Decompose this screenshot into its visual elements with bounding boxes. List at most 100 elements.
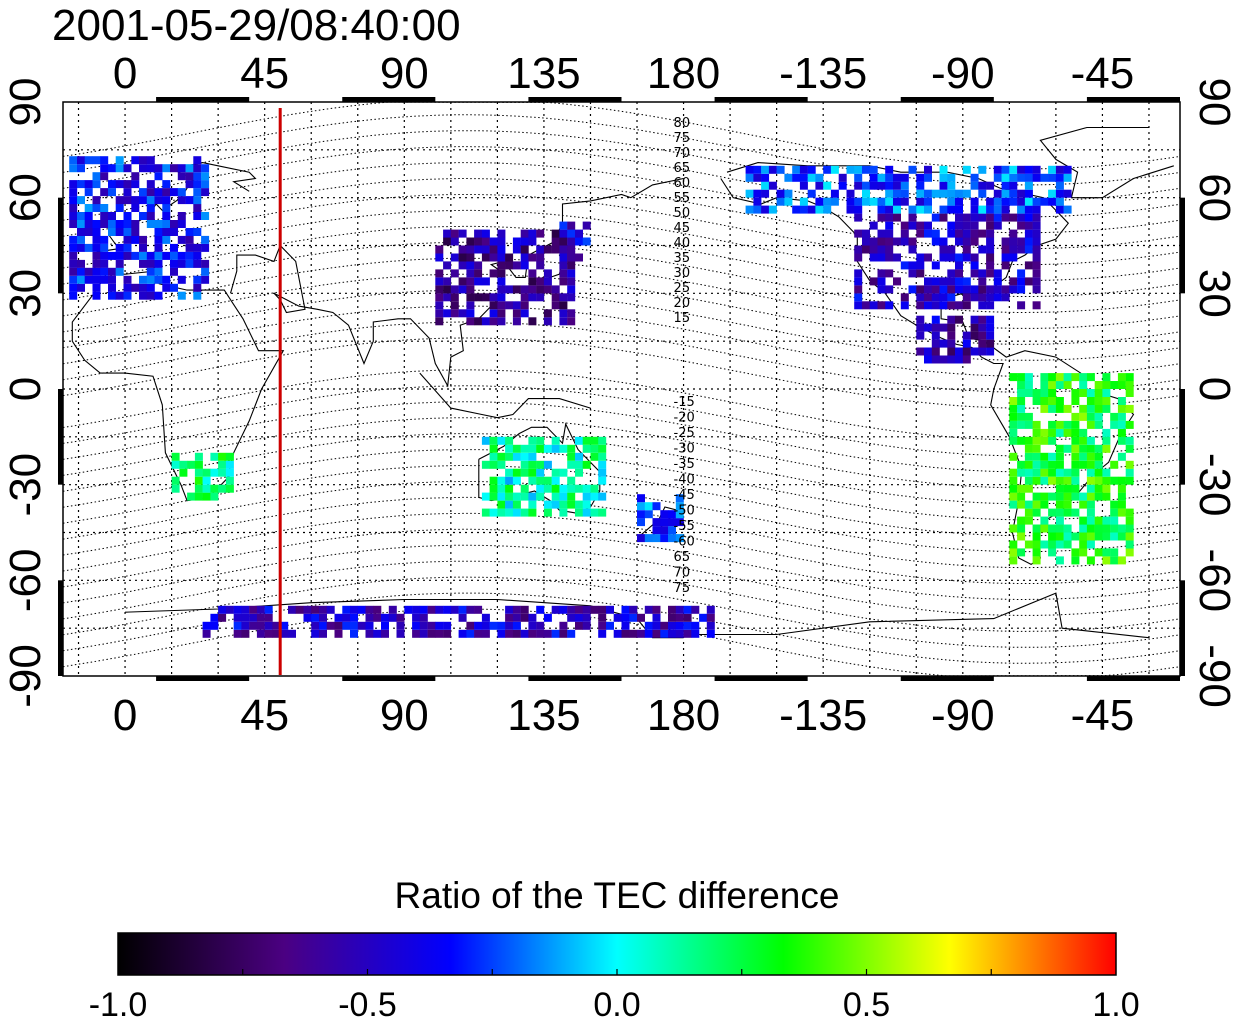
tec-cell: [1094, 404, 1103, 413]
contour-label: -50: [674, 504, 695, 519]
contour-line: [63, 305, 1180, 377]
tec-cell: [823, 205, 832, 214]
tec-cell: [986, 331, 995, 340]
tec-cell: [1110, 548, 1119, 557]
tec-cell: [885, 173, 894, 182]
tec-cell: [1048, 428, 1057, 437]
tec-cell: [543, 629, 552, 638]
tec-cell: [862, 197, 870, 206]
tec-cell: [466, 245, 475, 254]
tec-cell: [218, 452, 227, 461]
tec-cell: [1071, 397, 1080, 405]
tec-cell: [1017, 524, 1026, 533]
tec-cell: [543, 245, 552, 254]
tec-cell: [1079, 460, 1088, 469]
tec-cell: [970, 205, 979, 214]
tec-cell: [1071, 452, 1080, 461]
tec-cell: [582, 492, 591, 501]
tec-cell: [481, 245, 490, 254]
tec-cell: [939, 213, 948, 222]
tec-cell: [412, 621, 421, 630]
tec-cell: [978, 315, 987, 324]
tec-cell: [962, 355, 971, 364]
tec-cell: [233, 629, 242, 638]
tec-cell: [1063, 189, 1072, 198]
tec-cell: [1040, 500, 1049, 509]
tec-cell: [520, 285, 529, 294]
tec-cell: [962, 301, 971, 310]
contour-label: 25: [674, 281, 691, 296]
tec-cell: [575, 468, 583, 477]
tec-cell: [69, 188, 78, 197]
tec-cell: [637, 510, 645, 519]
tec-cell: [978, 277, 987, 286]
tec-cell: [862, 189, 870, 198]
tec-cell: [505, 476, 514, 485]
frame-bar: [1180, 580, 1185, 676]
tec-cell: [575, 452, 583, 461]
tec-cell: [1055, 468, 1064, 477]
tec-cell: [187, 492, 196, 501]
tec-cell: [520, 492, 529, 501]
tec-cell: [1125, 540, 1134, 549]
tec-cell: [474, 605, 483, 614]
tec-cell: [753, 197, 762, 206]
tec-cell: [955, 229, 963, 238]
tec-cell: [970, 197, 979, 206]
tec-cell: [846, 205, 855, 214]
tec-cell: [505, 613, 514, 622]
tec-cell: [986, 269, 995, 278]
tec-cell: [1040, 404, 1049, 413]
tec-cell: [652, 526, 661, 535]
tec-cell: [1001, 285, 1010, 294]
tec-cell: [644, 534, 653, 543]
tec-cell: [481, 277, 490, 286]
tec-cell: [1125, 476, 1134, 485]
tec-cell: [1086, 460, 1095, 469]
tec-cell: [77, 220, 85, 228]
tec-cell: [993, 189, 1002, 198]
tec-cell: [193, 196, 202, 205]
tec-cell: [978, 213, 987, 222]
tec-cell: [582, 508, 591, 517]
tec-cell: [559, 629, 568, 638]
frame-bar: [900, 676, 994, 681]
tec-cell: [100, 164, 109, 173]
left-lat-tick-label: 30: [1, 269, 50, 318]
tec-cell: [84, 275, 93, 284]
left-lat-tick-label: -90: [1, 644, 50, 708]
tec-cell: [77, 267, 85, 276]
tec-cell: [1094, 397, 1103, 405]
tec-cell: [621, 605, 630, 614]
tec-cell: [652, 518, 661, 527]
tec-cell: [69, 235, 78, 244]
tec-cell: [435, 253, 444, 262]
tec-cell: [185, 259, 194, 268]
tec-cell: [146, 220, 155, 228]
tec-cell: [939, 339, 948, 348]
tec-cell: [1079, 524, 1088, 533]
tec-cell: [567, 285, 576, 294]
tec-cell: [598, 605, 607, 614]
tec-cell: [1110, 460, 1119, 469]
tec-cell: [1024, 277, 1033, 286]
tec-cell: [115, 204, 124, 212]
tec-cell: [551, 229, 560, 238]
tec-cell: [784, 197, 793, 206]
tec-cell: [520, 253, 529, 262]
tec-cell: [598, 436, 607, 445]
tec-cell: [885, 269, 894, 278]
tec-cell: [1125, 548, 1134, 557]
right-lat-tick-label: -90: [1190, 644, 1239, 708]
tec-cell: [388, 613, 397, 622]
tec-cell: [1040, 540, 1049, 549]
tec-cell: [481, 492, 490, 501]
tec-cell: [761, 173, 770, 182]
tec-cell: [706, 605, 715, 614]
tec-cell: [590, 444, 599, 453]
tec-cell: [69, 243, 78, 252]
tec-cell: [497, 285, 506, 294]
tec-cell: [931, 315, 940, 324]
tec-cell: [1024, 181, 1033, 190]
tec-cell: [194, 476, 203, 485]
